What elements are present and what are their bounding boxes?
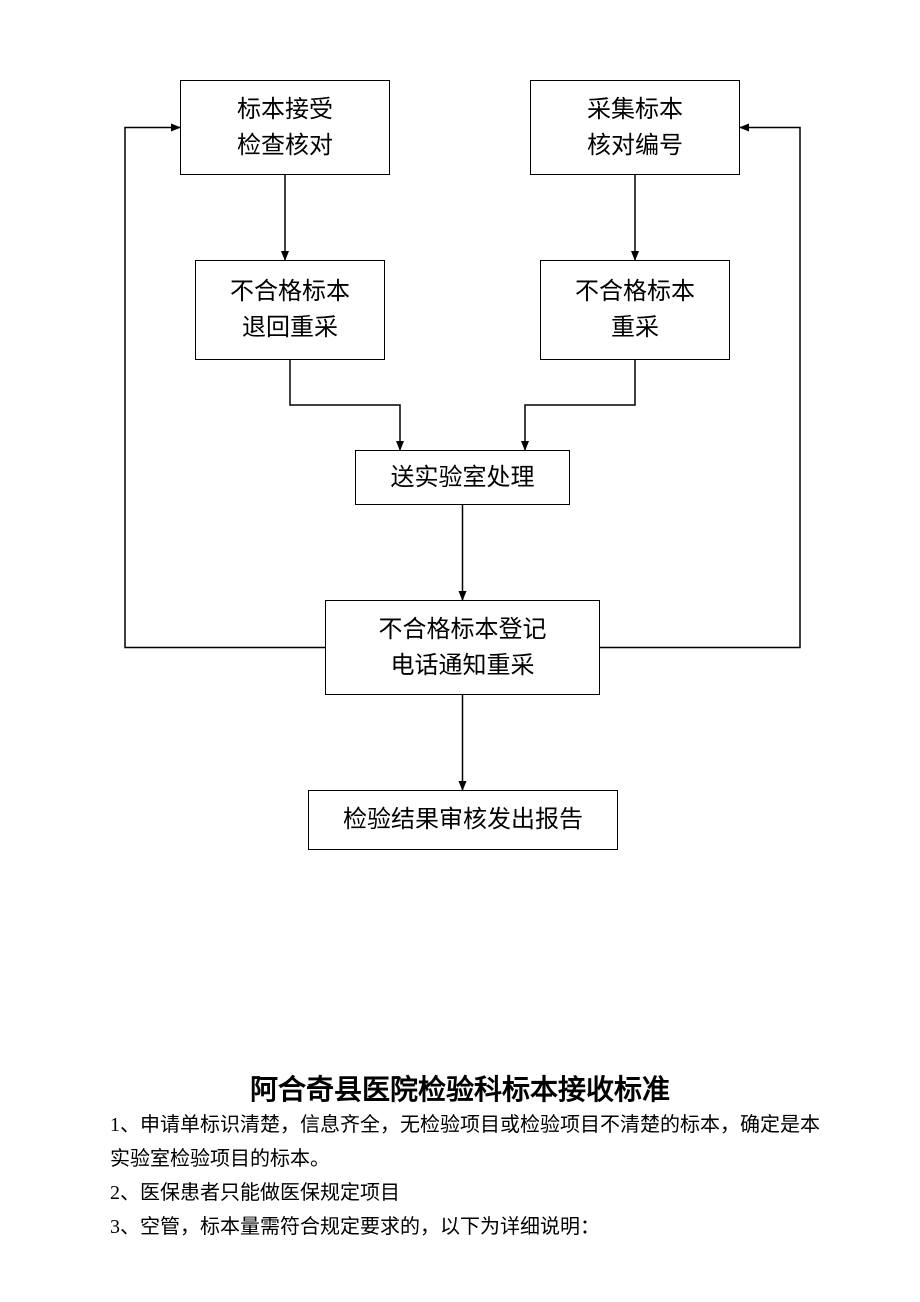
node-line: 重采	[611, 310, 659, 346]
section-title: 阿合奇县医院检验科标本接收标准	[200, 1068, 720, 1108]
node-line: 检查核对	[237, 128, 333, 164]
node-line: 送实验室处理	[391, 460, 535, 496]
section-body-line: 3、空管，标本量需符合规定要求的，以下为详细说明：	[110, 1210, 820, 1244]
node-line: 电话通知重采	[391, 648, 535, 684]
node-line: 退回重采	[242, 310, 338, 346]
node-line: 不合格标本	[575, 274, 695, 310]
node-line: 标本接受	[237, 92, 333, 128]
node-collect-specimen: 采集标本 核对编号	[530, 80, 740, 175]
node-line: 不合格标本	[230, 274, 350, 310]
section-body-line: 2、医保患者只能做医保规定项目	[110, 1176, 820, 1210]
node-line: 采集标本	[587, 92, 683, 128]
section-body: 1、申请单标识清楚，信息齐全，无检验项目或检验项目不清楚的标本，确定是本实验室检…	[110, 1108, 820, 1244]
section-body-line: 1、申请单标识清楚，信息齐全，无检验项目或检验项目不清楚的标本，确定是本实验室检…	[110, 1108, 820, 1176]
node-lab-process: 送实验室处理	[355, 450, 570, 505]
node-return-recollect: 不合格标本 退回重采	[195, 260, 385, 360]
node-line: 核对编号	[587, 128, 683, 164]
node-line: 不合格标本登记	[379, 612, 547, 648]
node-register-notify: 不合格标本登记 电话通知重采	[325, 600, 600, 695]
node-issue-report: 检验结果审核发出报告	[308, 790, 618, 850]
node-specimen-accept-check: 标本接受 检查核对	[180, 80, 390, 175]
node-recollect: 不合格标本 重采	[540, 260, 730, 360]
section-title-text: 阿合奇县医院检验科标本接收标准	[250, 1075, 670, 1106]
node-line: 检验结果审核发出报告	[343, 802, 583, 838]
